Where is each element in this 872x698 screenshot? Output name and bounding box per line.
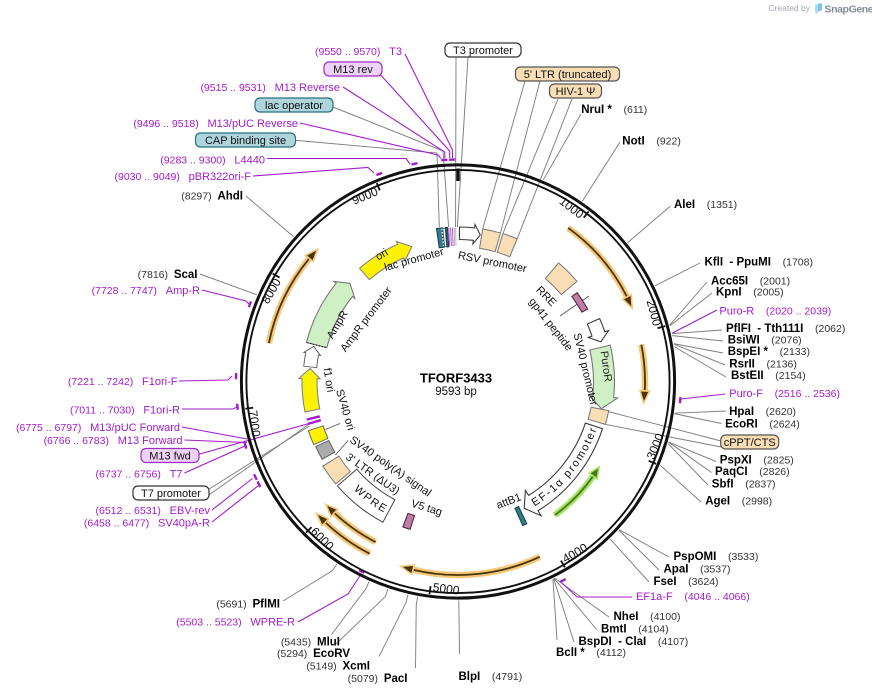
svg-text:(7011 .. 7030) F1ori-R: (7011 .. 7030) F1ori-R xyxy=(70,405,180,417)
svg-text:RsrII (2136): RsrII (2136) xyxy=(729,359,797,371)
svg-text:M13 rev: M13 rev xyxy=(333,64,373,76)
svg-text:BsiWI (2076): BsiWI (2076) xyxy=(728,335,802,347)
svg-text:HIV-1 Ψ: HIV-1 Ψ xyxy=(556,86,596,98)
svg-text:CAP binding site: CAP binding site xyxy=(205,135,286,147)
svg-text:(6512 .. 6531) EBV-rev: (6512 .. 6531) EBV-rev xyxy=(96,505,211,517)
svg-text:PflFI - Tth111I (2062): PflFI - Tth111I (2062) xyxy=(726,323,845,335)
svg-text:KflI - PpuMI (1708): KflI - PpuMI (1708) xyxy=(705,257,813,269)
svg-text:5' LTR (truncated): 5' LTR (truncated) xyxy=(524,69,611,81)
svg-text:lac operator: lac operator xyxy=(265,100,323,112)
svg-text:EcoRI (2624): EcoRI (2624) xyxy=(725,419,800,431)
svg-text:(7816) ScaI: (7816) ScaI xyxy=(138,269,198,281)
svg-text:PspOMI (3533): PspOMI (3533) xyxy=(674,551,759,563)
svg-text:HpaI (2620): HpaI (2620) xyxy=(729,406,796,418)
svg-text:(6737 .. 6756) T7: (6737 .. 6756) T7 xyxy=(96,469,183,481)
svg-text:PaqCI (2826): PaqCI (2826) xyxy=(715,466,790,478)
svg-text:(9496 .. 9518) M13/pUC Rever: (9496 .. 9518) M13/pUC Reverse xyxy=(133,118,298,130)
svg-text:EF1a-F (4046 .. 4066): EF1a-F (4046 .. 4066) xyxy=(636,591,750,603)
svg-text:PspXI (2825): PspXI (2825) xyxy=(720,455,794,467)
svg-text:FseI (3624): FseI (3624) xyxy=(654,576,719,588)
svg-text:(9515 .. 9531) M13 Reverse: (9515 .. 9531) M13 Reverse xyxy=(200,82,340,94)
svg-text:AleI (1351): AleI (1351) xyxy=(674,199,737,211)
svg-text:NotI (922): NotI (922) xyxy=(622,136,681,148)
svg-text:(9550 .. 9570) T3: (9550 .. 9570) T3 xyxy=(315,46,402,58)
svg-text:BstEII (2154): BstEII (2154) xyxy=(731,370,806,382)
svg-text:(6766 .. 6783) M13 Forward: (6766 .. 6783) M13 Forward xyxy=(44,435,183,447)
svg-text:ApaI (3537): ApaI (3537) xyxy=(664,564,731,576)
svg-text:(9030 .. 9049) pBR322ori-F: (9030 .. 9049) pBR322ori-F xyxy=(115,171,252,183)
svg-text:NheI (4100): NheI (4100) xyxy=(614,611,681,623)
svg-text:TFORF3433: TFORF3433 xyxy=(420,371,492,386)
svg-text:KpnI (2005): KpnI (2005) xyxy=(716,287,784,299)
svg-text:(6775 .. 6797) M13/pUC Forwa: (6775 .. 6797) M13/pUC Forward xyxy=(16,422,180,434)
svg-text:(6458 .. 6477) SV40pA-R: (6458 .. 6477) SV40pA-R xyxy=(84,518,210,530)
svg-text:(5503 .. 5523) WPRE-R: (5503 .. 5523) WPRE-R xyxy=(176,617,295,629)
svg-text:(5079) PacI: (5079) PacI xyxy=(348,673,408,685)
svg-text:BlpI (4791): BlpI (4791) xyxy=(459,671,523,683)
svg-text:BspEI * (2133): BspEI * (2133) xyxy=(728,346,810,358)
svg-text:(7221 .. 7242) F1ori-F: (7221 .. 7242) F1ori-F xyxy=(68,376,178,388)
svg-text:(8297) AhdI: (8297) AhdI xyxy=(181,191,243,203)
svg-text:Puro-R (2020 .. 2039): Puro-R (2020 .. 2039) xyxy=(719,305,831,317)
svg-text:T3 promoter: T3 promoter xyxy=(453,45,513,57)
svg-text:AgeI (2998): AgeI (2998) xyxy=(705,496,772,508)
svg-text:T7 promoter: T7 promoter xyxy=(141,488,201,500)
svg-text:Puro-F (2516 .. 2536): Puro-F (2516 .. 2536) xyxy=(729,388,840,400)
svg-text:SnapGene: SnapGene xyxy=(825,4,872,16)
svg-text:(5435) MluI: (5435) MluI xyxy=(281,637,340,649)
svg-text:(5294) EcoRV: (5294) EcoRV xyxy=(277,648,350,660)
svg-text:(9283 .. 9300) L4440: (9283 .. 9300) L4440 xyxy=(160,155,265,167)
svg-text:cPPT/CTS: cPPT/CTS xyxy=(724,437,776,449)
svg-text:BclI * (4112): BclI * (4112) xyxy=(556,647,626,659)
svg-text:NruI * (611): NruI * (611) xyxy=(581,104,647,116)
svg-text:(7728 .. 7747) Amp-R: (7728 .. 7747) Amp-R xyxy=(92,285,200,297)
svg-text:Created by: Created by xyxy=(768,3,810,13)
svg-text:(5149) XcmI: (5149) XcmI xyxy=(306,661,370,673)
svg-text:9593 bp: 9593 bp xyxy=(435,386,477,398)
svg-text:BmtI (4104): BmtI (4104) xyxy=(601,624,669,636)
svg-text:M13 fwd: M13 fwd xyxy=(149,450,191,462)
svg-text:SbfI (2837): SbfI (2837) xyxy=(712,479,776,491)
svg-text:(5691) PflMI: (5691) PflMI xyxy=(216,599,280,611)
